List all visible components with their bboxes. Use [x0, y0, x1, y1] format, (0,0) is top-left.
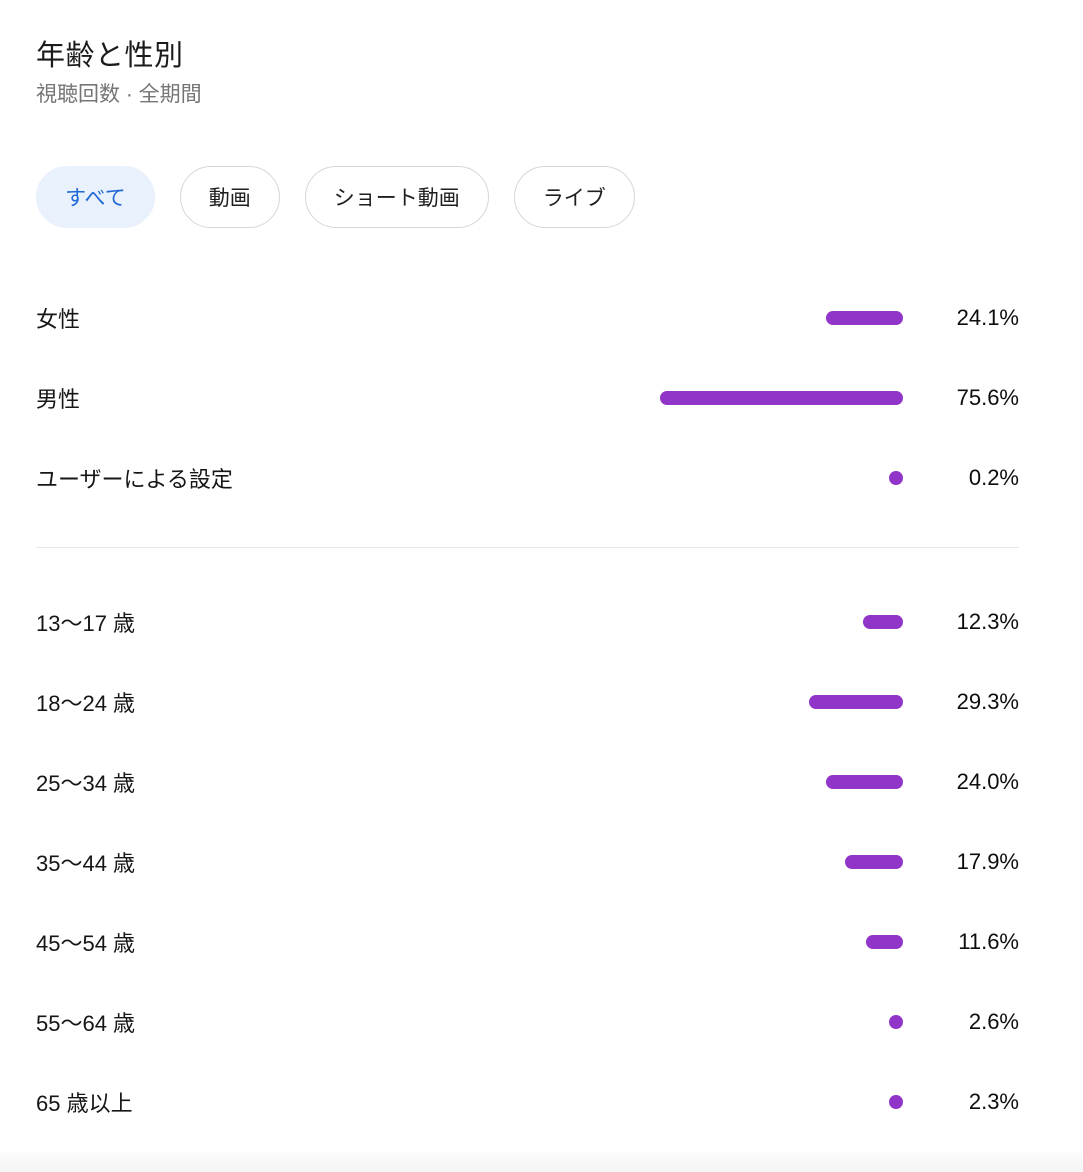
- bar-cell-male: [653, 391, 903, 405]
- age-gender-card: 年齢と性別 視聴回数 · 全期間 すべて 動画 ショート動画 ライブ 女性 24.1% 男…: [36, 40, 1019, 1142]
- label-age-45-54: 45〜54 歳: [36, 931, 136, 956]
- section-divider: [36, 547, 1019, 548]
- filter-chip-videos[interactable]: 動画: [179, 166, 280, 228]
- label-age-18-24: 18〜24 歳: [36, 691, 136, 716]
- row-age-35-44: 35〜44 歳 17.9%: [36, 822, 1019, 902]
- value-male: 75.6%: [956, 385, 1019, 410]
- bar-cell-age-55-64: [653, 1015, 903, 1029]
- age-breakdown-list: 13〜17 歳 12.3% 18〜24 歳 29.3% 25〜34 歳 24.0% 35〜4…: [36, 582, 1019, 1142]
- value-age-65-plus: 2.3%: [968, 1089, 1019, 1114]
- bar-age-25-34: [826, 775, 903, 789]
- row-female: 女性 24.1%: [36, 278, 1019, 358]
- value-age-55-64: 2.6%: [968, 1009, 1019, 1034]
- bar-age-55-64: [889, 1015, 903, 1029]
- bar-cell-age-25-34: [653, 775, 903, 789]
- gender-breakdown-list: 女性 24.1% 男性 75.6% ユーザーによる設定 0.2%: [36, 278, 1019, 518]
- bar-cell-age-18-24: [653, 695, 903, 709]
- label-age-13-17: 13〜17 歳: [36, 611, 136, 636]
- row-age-45-54: 45〜54 歳 11.6%: [36, 902, 1019, 982]
- value-age-45-54: 11.6%: [958, 929, 1019, 954]
- label-male: 男性: [36, 387, 81, 412]
- row-age-18-24: 18〜24 歳 29.3%: [36, 662, 1019, 742]
- bar-age-65-plus: [889, 1095, 903, 1109]
- label-female: 女性: [36, 307, 81, 332]
- bar-age-13-17: [863, 615, 903, 629]
- bar-cell-age-35-44: [653, 855, 903, 869]
- page-title: 年齢と性別: [36, 40, 184, 72]
- filter-chip-live[interactable]: ライブ: [513, 166, 635, 228]
- value-age-25-34: 24.0%: [956, 769, 1019, 794]
- value-age-18-24: 29.3%: [956, 689, 1019, 714]
- value-user-specified: 0.2%: [968, 465, 1019, 490]
- value-age-13-17: 12.3%: [956, 609, 1019, 634]
- row-age-25-34: 25〜34 歳 24.0%: [36, 742, 1019, 822]
- label-age-25-34: 25〜34 歳: [36, 771, 136, 796]
- page-subtitle: 視聴回数 · 全期間: [36, 83, 202, 106]
- filter-chip-shorts[interactable]: ショート動画: [304, 166, 489, 228]
- row-age-65-plus: 65 歳以上 2.3%: [36, 1062, 1019, 1142]
- bar-age-45-54: [866, 935, 903, 949]
- row-male: 男性 75.6%: [36, 358, 1019, 438]
- card-bottom-edge: [0, 1152, 1083, 1172]
- bar-male: [660, 391, 903, 405]
- bar-cell-age-45-54: [653, 935, 903, 949]
- row-age-13-17: 13〜17 歳 12.3%: [36, 582, 1019, 662]
- content-filter-chips: すべて 動画 ショート動画 ライブ: [36, 166, 1019, 228]
- bar-cell-age-13-17: [653, 615, 903, 629]
- row-age-55-64: 55〜64 歳 2.6%: [36, 982, 1019, 1062]
- bar-female: [826, 311, 903, 325]
- label-user-specified: ユーザーによる設定: [36, 467, 233, 492]
- bar-cell-age-65-plus: [653, 1095, 903, 1109]
- value-female: 24.1%: [956, 305, 1019, 330]
- label-age-65-plus: 65 歳以上: [36, 1091, 133, 1116]
- bar-age-18-24: [809, 695, 903, 709]
- bar-user-specified: [889, 471, 903, 485]
- label-age-35-44: 35〜44 歳: [36, 851, 136, 876]
- value-age-35-44: 17.9%: [956, 849, 1019, 874]
- filter-chip-all[interactable]: すべて: [36, 166, 155, 228]
- bar-cell-female: [653, 311, 903, 325]
- bar-age-35-44: [845, 855, 903, 869]
- row-user-specified: ユーザーによる設定 0.2%: [36, 438, 1019, 518]
- label-age-55-64: 55〜64 歳: [36, 1011, 136, 1036]
- bar-cell-user-specified: [653, 471, 903, 485]
